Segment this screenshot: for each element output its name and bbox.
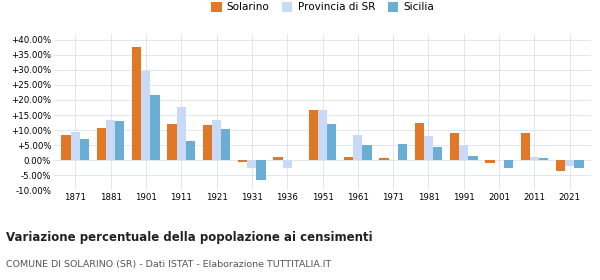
Bar bbox=[574, 160, 584, 168]
Text: COMUNE DI SOLARINO (SR) - Dati ISTAT - Elaborazione TUTTITALIA.IT: COMUNE DI SOLARINO (SR) - Dati ISTAT - E… bbox=[6, 260, 331, 269]
Bar bbox=[530, 157, 539, 160]
Bar bbox=[151, 95, 160, 160]
Bar bbox=[353, 135, 362, 160]
Bar bbox=[238, 160, 247, 162]
Bar bbox=[469, 156, 478, 160]
Bar bbox=[115, 121, 124, 160]
Bar bbox=[327, 124, 336, 160]
Legend: Solarino, Provincia di SR, Sicilia: Solarino, Provincia di SR, Sicilia bbox=[207, 0, 438, 17]
Bar bbox=[521, 133, 530, 160]
Bar bbox=[309, 111, 318, 160]
Bar bbox=[274, 157, 283, 160]
Bar bbox=[459, 145, 469, 160]
Bar bbox=[106, 120, 115, 160]
Bar bbox=[362, 145, 371, 160]
Bar bbox=[415, 123, 424, 160]
Bar bbox=[424, 136, 433, 160]
Bar bbox=[433, 147, 442, 160]
Bar bbox=[203, 125, 212, 160]
Bar bbox=[485, 160, 494, 163]
Bar bbox=[186, 141, 195, 160]
Bar bbox=[379, 158, 389, 160]
Bar bbox=[80, 139, 89, 160]
Bar bbox=[256, 160, 266, 180]
Bar bbox=[97, 128, 106, 160]
Bar bbox=[344, 157, 353, 160]
Bar bbox=[167, 124, 176, 160]
Bar bbox=[398, 144, 407, 160]
Bar bbox=[283, 160, 292, 168]
Bar bbox=[565, 160, 574, 166]
Bar bbox=[71, 132, 80, 160]
Bar bbox=[450, 132, 459, 160]
Bar bbox=[556, 160, 565, 171]
Bar bbox=[318, 111, 327, 160]
Text: Variazione percentuale della popolazione ai censimenti: Variazione percentuale della popolazione… bbox=[6, 231, 373, 244]
Bar bbox=[212, 120, 221, 160]
Bar bbox=[539, 158, 548, 160]
Bar bbox=[247, 160, 256, 168]
Bar bbox=[61, 135, 71, 160]
Bar bbox=[504, 160, 513, 168]
Bar bbox=[141, 71, 151, 160]
Bar bbox=[221, 129, 230, 160]
Bar bbox=[176, 108, 186, 160]
Bar bbox=[132, 47, 141, 160]
